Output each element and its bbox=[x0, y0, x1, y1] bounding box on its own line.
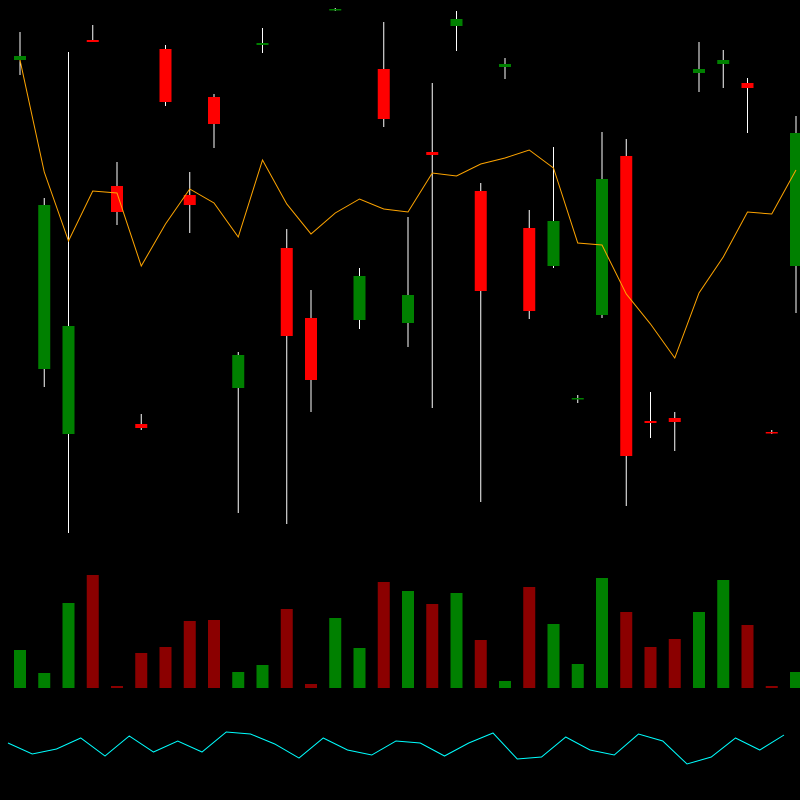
candle-body bbox=[62, 326, 75, 434]
volume-bar bbox=[135, 653, 148, 688]
candle-body bbox=[741, 83, 754, 88]
candle-body bbox=[547, 221, 560, 266]
volume-bar bbox=[232, 672, 245, 688]
candle-body bbox=[159, 49, 172, 102]
candle-body bbox=[183, 195, 196, 205]
volume-bar bbox=[717, 580, 730, 688]
volume-bar bbox=[426, 604, 439, 688]
candle-body bbox=[86, 40, 99, 42]
candle-body bbox=[765, 432, 778, 434]
volume-bar bbox=[280, 609, 293, 688]
volume-bar bbox=[741, 625, 754, 688]
candle-body bbox=[329, 9, 342, 11]
candle-body bbox=[256, 43, 269, 45]
candle-body bbox=[135, 424, 148, 428]
candle-body bbox=[377, 69, 390, 119]
candle-body bbox=[474, 191, 487, 291]
volume-bar bbox=[208, 620, 220, 688]
volume-bar bbox=[620, 612, 633, 688]
volume-bar bbox=[596, 578, 608, 688]
candle-body bbox=[644, 421, 657, 423]
volume-bar bbox=[111, 686, 123, 688]
volume-bar bbox=[159, 647, 172, 688]
volume-bar bbox=[256, 665, 269, 688]
volume-bar bbox=[183, 621, 196, 688]
volume-bar bbox=[402, 591, 414, 688]
candle-body bbox=[499, 64, 511, 67]
volume-bar bbox=[329, 618, 342, 688]
volume-bar bbox=[86, 575, 99, 688]
candle-body bbox=[693, 69, 705, 73]
candle-body bbox=[596, 179, 608, 315]
volume-bar bbox=[523, 587, 536, 688]
candle-body bbox=[38, 205, 51, 369]
volume-bar bbox=[644, 647, 657, 688]
candle-body bbox=[14, 56, 26, 60]
candle-body bbox=[523, 228, 536, 311]
candle-body bbox=[111, 186, 123, 212]
candle-body bbox=[571, 398, 584, 400]
candle-body bbox=[232, 355, 245, 388]
candle-body bbox=[717, 60, 730, 64]
volume-bar bbox=[571, 664, 584, 688]
volume-bar bbox=[547, 624, 560, 688]
volume-bar bbox=[668, 639, 681, 688]
candle-body bbox=[305, 318, 317, 380]
candle-body bbox=[353, 276, 366, 320]
candle-body bbox=[620, 156, 633, 456]
volume-bar bbox=[450, 593, 463, 688]
volume-bar bbox=[693, 612, 705, 688]
candle-body bbox=[402, 295, 414, 323]
indicator-line bbox=[7, 731, 785, 765]
candle-body bbox=[426, 152, 439, 155]
volume-bar bbox=[499, 681, 511, 688]
volume-bar bbox=[62, 603, 75, 688]
volume-bar bbox=[353, 648, 366, 688]
volume-bar bbox=[14, 650, 26, 688]
volume-bar bbox=[377, 582, 390, 688]
candle-body bbox=[208, 97, 220, 124]
volume-bar bbox=[765, 686, 778, 688]
candle-body bbox=[280, 248, 293, 336]
moving-average-line bbox=[19, 59, 797, 360]
volume-bar bbox=[474, 640, 487, 688]
volume-bar bbox=[38, 673, 51, 688]
volume-bar bbox=[305, 684, 317, 688]
candle-body bbox=[790, 133, 800, 266]
candle-body bbox=[450, 19, 463, 26]
candle-body bbox=[668, 418, 681, 422]
volume-bar bbox=[790, 672, 800, 688]
